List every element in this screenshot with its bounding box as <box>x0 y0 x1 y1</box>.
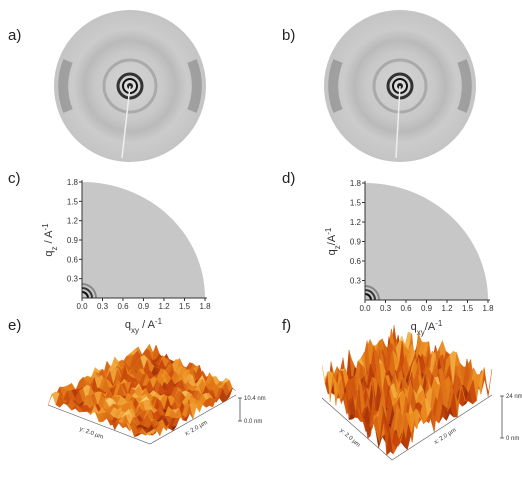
arc-left <box>58 59 73 113</box>
panel-label: e) <box>8 317 21 334</box>
x-tick-label: 0.3 <box>380 304 392 313</box>
quadrant-noise <box>82 182 205 298</box>
y-tick-label: 1.2 <box>350 218 362 227</box>
axis-label-part: -1 <box>155 317 163 326</box>
y-tick-label: 0.6 <box>350 257 362 266</box>
y-axis-label: y: 2.0 µm <box>338 428 361 449</box>
ring <box>364 285 380 301</box>
x-tick-label: 0.0 <box>359 304 371 313</box>
axis-label-part: -1 <box>41 223 50 231</box>
y-tick-label: 1.5 <box>67 197 79 206</box>
quadrant-noise <box>365 183 488 300</box>
axis-label-part: / A <box>139 319 156 331</box>
y-tick-label: 1.5 <box>350 199 362 208</box>
y-tick-label: 0.6 <box>67 255 79 264</box>
arc-right <box>187 59 202 113</box>
panel-label: a) <box>8 27 21 44</box>
x-tick-label: 1.8 <box>199 302 211 311</box>
x-tick-label: 1.8 <box>482 304 494 313</box>
ring <box>364 289 376 301</box>
axis-label-part: /A <box>326 234 338 245</box>
arc-left <box>328 59 343 113</box>
axis-label-part: /A <box>425 321 436 333</box>
axis-label-part: q <box>125 319 131 331</box>
scale-bottom-label: 0.0 nm <box>244 419 262 425</box>
axis-label-part: / A <box>43 230 55 247</box>
panel-label: b) <box>282 27 295 44</box>
surface-facet <box>145 429 154 436</box>
y-tick-label: 1.8 <box>350 179 362 188</box>
x-tick-label: 0.9 <box>138 302 150 311</box>
y-axis-label: y: 2.0 µm <box>79 426 104 440</box>
axis-label-part: z <box>333 245 342 249</box>
surface-facet <box>389 426 397 455</box>
axis-label-part: q <box>326 249 338 255</box>
scale-top-label: 24 nm <box>506 394 522 400</box>
x-axis-label: x: 2.0 µm <box>433 427 457 446</box>
y-tick-label: 0.9 <box>67 236 79 245</box>
axis-label: qz / A-1 <box>41 223 59 257</box>
x-tick-label: 1.2 <box>441 304 453 313</box>
y-tick-label: 1.2 <box>67 217 79 226</box>
axis-label-part: -1 <box>324 227 333 235</box>
beam-stop-arm <box>395 85 401 159</box>
axis-label-part: z <box>50 246 59 250</box>
axis-label-part: q <box>411 321 417 333</box>
panel-label: c) <box>8 170 21 187</box>
afm-surface: 10.4 nm0.0 nmy: 2.0 µm x: 2.0 µm <box>47 343 266 445</box>
x-tick-label: 0.6 <box>117 302 129 311</box>
x-tick-label: 1.5 <box>179 302 191 311</box>
axis-label-part: xy <box>417 328 425 337</box>
y-tick-label: 1.8 <box>67 178 79 187</box>
axis-label-part: xy <box>131 326 139 335</box>
x-tick-label: 0.0 <box>76 302 88 311</box>
scale-bottom-label: 0 nm <box>506 436 519 442</box>
x-tick-label: 1.5 <box>462 304 474 313</box>
x-tick-label: 1.2 <box>158 302 170 311</box>
beam-stop-arm <box>121 85 131 159</box>
axis-label: qxy/A-1 <box>411 319 443 337</box>
y-tick-label: 0.3 <box>67 275 79 284</box>
axis-label-part: q <box>43 250 55 256</box>
ring <box>116 72 144 100</box>
afm-surface: 24 nm 0 nm y: 2.0 µm x: 2.0 µm <box>321 325 522 461</box>
ring <box>81 283 97 299</box>
ring <box>372 58 428 114</box>
scattering-plot: 0.0 0.3 0.6 0.9 1.2 1.5 1.8 0.3 0.6 0.9 1.2 1.5 1.8 q… <box>41 178 212 335</box>
x-tick-label: 0.6 <box>400 304 412 313</box>
axis-label: qz/A-1 <box>324 227 342 255</box>
x-tick-label: 0.3 <box>97 302 109 311</box>
ring <box>102 58 158 114</box>
scattering-plot: 0.0 0.3 0.6 0.9 1.2 1.5 1.8 0.3 0.6 0.9 1.2 1.5 1.8 q… <box>324 179 495 337</box>
axis-label: qxy / A-1 <box>125 317 163 335</box>
axis-label-part: -1 <box>435 319 443 328</box>
arc-right <box>457 59 472 113</box>
surface-base <box>47 394 237 445</box>
y-tick-label: 0.9 <box>350 238 362 247</box>
diffraction-image <box>324 10 476 162</box>
surface-base <box>321 394 493 461</box>
y-tick-label: 0.3 <box>350 277 362 286</box>
panel-label: d) <box>282 170 295 187</box>
x-tick-label: 0.9 <box>421 304 433 313</box>
ring <box>81 287 93 299</box>
scale-top-label: 10.4 nm <box>244 396 266 402</box>
diffraction-image <box>54 10 206 162</box>
panel-label: f) <box>282 317 291 334</box>
